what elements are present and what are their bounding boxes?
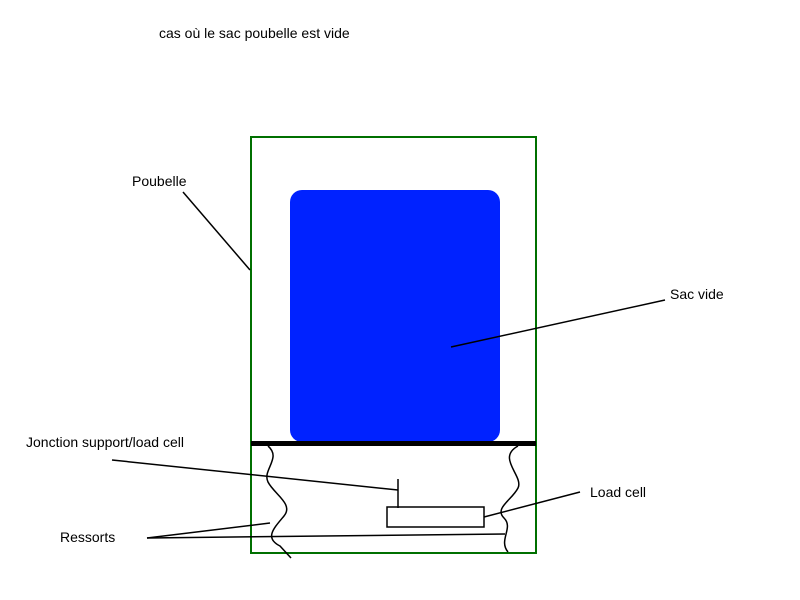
empty-bag [290, 190, 500, 442]
diagram-title: cas où le sac poubelle est vide [159, 25, 350, 41]
poubelle-callout-line [182, 191, 251, 271]
jonction-callout-line [111, 459, 399, 491]
ressorts-callout-line-2 [146, 533, 506, 539]
load-cell-callout-line [483, 491, 581, 518]
bin-outline [250, 136, 537, 554]
left-spring [266, 445, 292, 559]
jonction-label: Jonction support/load cell [26, 434, 184, 450]
load-cell [386, 506, 485, 528]
ressorts-label: Ressorts [60, 529, 116, 545]
right-spring [500, 445, 520, 553]
ressorts-callout-line-1 [146, 522, 271, 539]
poubelle-label: Poubelle [132, 173, 187, 189]
sac-vide-label: Sac vide [670, 286, 724, 302]
load-cell-label: Load cell [590, 484, 647, 500]
sac-vide-callout-line [450, 299, 666, 348]
